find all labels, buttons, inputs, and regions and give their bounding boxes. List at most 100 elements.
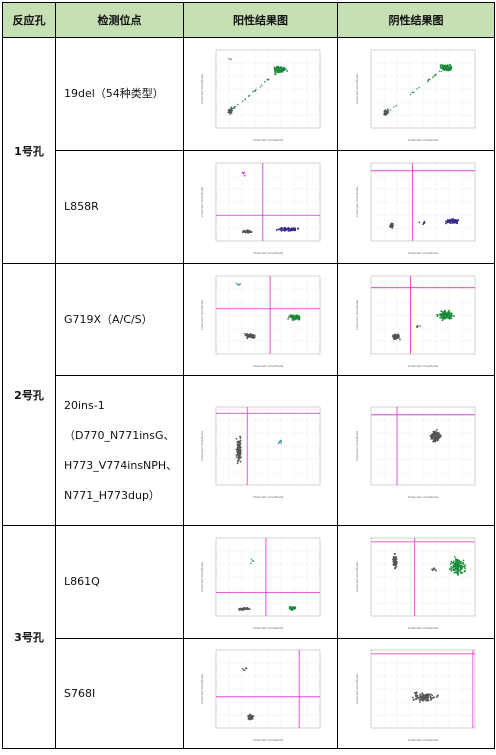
droplet [394,566,397,569]
droplet [235,453,237,456]
droplet [290,609,293,612]
droplet [451,221,454,223]
droplet [394,333,397,336]
droplet [232,107,234,110]
droplet [448,568,451,571]
droplet [249,715,252,718]
droplet [425,699,427,701]
droplet [239,607,242,610]
droplet [287,229,290,232]
droplet [234,106,236,108]
droplet [419,324,421,327]
negative-plot-cell: Channel2 Amplitude Channel1 Amplitude [337,263,495,376]
positive-plot-cell: Channel2 Amplitude Channel1 Amplitude [183,638,338,749]
positive-plot-s768i: Channel2 Amplitude Channel1 Amplitude [200,649,320,742]
droplet [427,78,430,81]
table-row: 20ins-1 （D770_N771insG、 H773_V774insNPH、… [3,375,495,526]
droplet [458,560,461,562]
droplet [292,606,295,609]
droplet [394,561,397,563]
droplet [448,313,451,316]
droplet [253,90,255,92]
droplet [447,313,450,316]
hole-1: 1号孔 [2,37,56,264]
droplet [251,560,254,562]
droplet [290,316,293,318]
droplet [393,106,395,108]
droplet [252,335,254,337]
droplet [230,107,233,110]
droplet [227,57,230,60]
droplet [435,73,437,76]
droplet [393,553,396,555]
droplet [420,698,423,701]
droplet [277,228,279,231]
droplet [456,568,459,571]
droplet [436,432,439,434]
droplet [389,109,392,111]
droplet [243,98,246,101]
droplet [445,315,447,318]
x-axis-label: Channel1 Amplitude [252,738,283,742]
droplet [430,696,432,699]
droplet [450,312,452,315]
droplet [399,337,401,340]
droplet [276,70,279,72]
droplet [250,333,253,336]
droplet [419,700,422,703]
positive-plot-cell: Channel2 Amplitude Channel1 Amplitude [183,37,338,151]
header-row: 反应孔 检测位点 阳性结果图 阴性结果图 [2,2,495,38]
droplet [435,435,438,438]
site-g719x: G719X（A/C/S） [55,263,184,376]
droplet [414,694,417,697]
droplet [236,461,239,464]
header-positive: 阳性结果图 [183,2,338,38]
droplet [236,453,239,455]
header-negative: 阴性结果图 [337,2,495,38]
site-20ins-line2: （D770_N771insG、 [64,428,175,442]
droplet [239,452,241,454]
droplet [245,335,248,338]
droplet [450,566,453,568]
negative-plot-cell: Channel2 Amplitude Channel1 Amplitude [337,638,495,749]
site-l861q: L861Q [55,525,184,639]
droplet [448,67,450,70]
y-axis-label: Channel2 Amplitude [200,673,204,704]
droplet [278,440,280,443]
droplet [392,560,395,563]
droplet [273,70,276,72]
droplet [464,564,467,567]
droplet [242,668,245,671]
x-axis-label: Channel1 Amplitude [408,251,439,255]
droplet [249,230,252,233]
positive-plot-20ins: Channel2 Amplitude Channel1 Amplitude [200,406,320,499]
header-site: 检测位点 [55,2,184,38]
droplet [453,221,456,224]
y-axis-label: Channel2 Amplitude [200,299,204,330]
droplet [443,317,446,320]
droplet [397,335,400,338]
droplet [239,438,242,441]
droplet [421,694,424,697]
droplet [449,219,452,222]
droplet [247,608,250,611]
droplet [282,67,285,70]
droplet [254,88,257,91]
droplet [413,91,415,94]
droplet [279,442,282,444]
x-axis-label: Channel1 Amplitude [408,495,439,499]
droplet [417,696,420,698]
droplet [236,103,239,106]
droplet [438,70,441,72]
droplet [446,66,449,68]
site-19del-label: 19del（54种类型） [64,87,164,100]
droplet [236,441,239,444]
droplet [439,316,441,319]
site-l861q-label: L861Q [64,575,100,588]
droplet [284,68,287,71]
positive-plot-g719x: Channel2 Amplitude Channel1 Amplitude [200,275,320,368]
positive-plot-l861q: Channel2 Amplitude Channel1 Amplitude [200,537,320,630]
droplet [274,72,276,74]
droplet [393,562,396,565]
table-row: 1号孔 19del（54种类型） Channel2 Amplitude Chann… [2,37,495,264]
